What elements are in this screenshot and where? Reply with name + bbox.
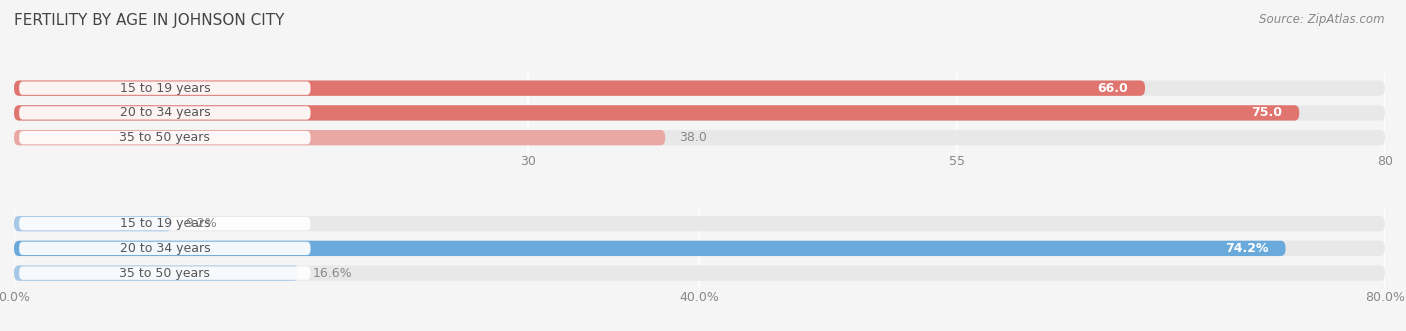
FancyBboxPatch shape (14, 216, 172, 231)
Text: 9.2%: 9.2% (186, 217, 217, 230)
FancyBboxPatch shape (20, 131, 311, 144)
FancyBboxPatch shape (14, 265, 298, 281)
Text: 15 to 19 years: 15 to 19 years (120, 82, 209, 95)
FancyBboxPatch shape (14, 105, 1385, 120)
FancyBboxPatch shape (14, 80, 1144, 96)
Text: 20 to 34 years: 20 to 34 years (120, 242, 209, 255)
FancyBboxPatch shape (20, 217, 311, 230)
Text: 66.0: 66.0 (1097, 82, 1128, 95)
FancyBboxPatch shape (20, 106, 311, 119)
Text: 74.2%: 74.2% (1225, 242, 1268, 255)
Text: Source: ZipAtlas.com: Source: ZipAtlas.com (1260, 13, 1385, 26)
Text: 15 to 19 years: 15 to 19 years (120, 217, 209, 230)
FancyBboxPatch shape (20, 266, 311, 280)
Text: 16.6%: 16.6% (312, 267, 352, 280)
FancyBboxPatch shape (14, 241, 1385, 256)
Text: 35 to 50 years: 35 to 50 years (120, 131, 211, 144)
Text: 75.0: 75.0 (1251, 106, 1282, 119)
FancyBboxPatch shape (14, 130, 665, 145)
FancyBboxPatch shape (14, 80, 1385, 96)
FancyBboxPatch shape (14, 105, 1299, 120)
FancyBboxPatch shape (20, 81, 311, 95)
Text: FERTILITY BY AGE IN JOHNSON CITY: FERTILITY BY AGE IN JOHNSON CITY (14, 13, 284, 28)
FancyBboxPatch shape (14, 241, 1285, 256)
Text: 20 to 34 years: 20 to 34 years (120, 106, 209, 119)
Text: 35 to 50 years: 35 to 50 years (120, 267, 211, 280)
Text: 38.0: 38.0 (679, 131, 707, 144)
FancyBboxPatch shape (14, 265, 1385, 281)
FancyBboxPatch shape (14, 216, 1385, 231)
FancyBboxPatch shape (14, 130, 1385, 145)
FancyBboxPatch shape (20, 242, 311, 255)
